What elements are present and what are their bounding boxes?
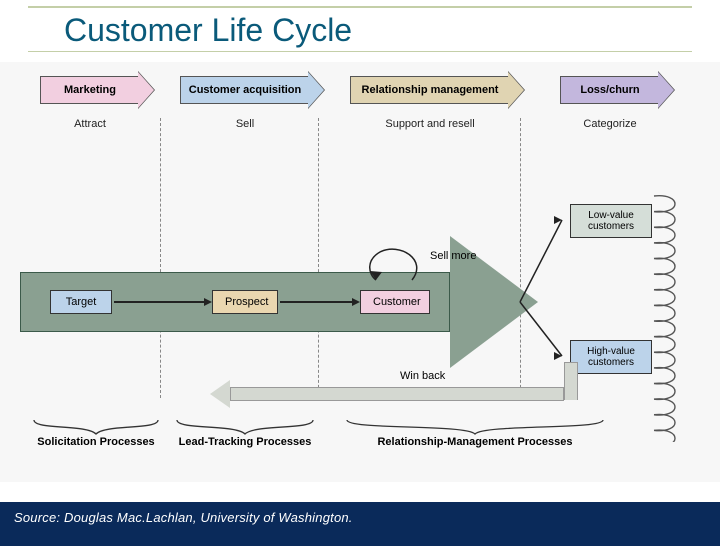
value-box-low: Low-value customers [570, 204, 652, 238]
page-title: Customer Life Cycle [28, 6, 692, 52]
source-citation: Source: Douglas Mac.Lachlan, University … [0, 502, 720, 546]
flow-box-customer: Customer [360, 290, 430, 314]
flow-box-target: Target [50, 290, 112, 314]
winback-label: Win back [400, 370, 445, 382]
flow-box-prospect: Prospect [212, 290, 278, 314]
phase-divider [318, 118, 319, 398]
stage-arrow: Relationship management [350, 76, 510, 104]
stage-sublabel: Attract [40, 118, 140, 130]
process-brace: Solicitation Processes [32, 418, 160, 448]
process-brace: Relationship-Management Processes [345, 418, 605, 448]
arrowhead-icon [204, 298, 212, 306]
phase-divider [160, 118, 161, 398]
stage-arrow: Loss/churn [560, 76, 660, 104]
flow-connector [114, 301, 204, 303]
sell-more-label: Sell more [430, 250, 476, 262]
stage-sublabel: Categorize [560, 118, 660, 130]
stage-arrow: Customer acquisition [180, 76, 310, 104]
cycle-diagram: Marketing Attract Customer acquisition Sell… [0, 62, 720, 482]
churn-coil-icon [648, 192, 688, 442]
arrowhead-icon [352, 298, 360, 306]
flow-connector [280, 301, 352, 303]
stage-arrow: Marketing [40, 76, 140, 104]
process-brace: Lead-Tracking Processes [175, 418, 315, 448]
value-box-high: High-value customers [570, 340, 652, 374]
stage-sublabel: Support and resell [380, 118, 480, 130]
stage-sublabel: Sell [195, 118, 295, 130]
